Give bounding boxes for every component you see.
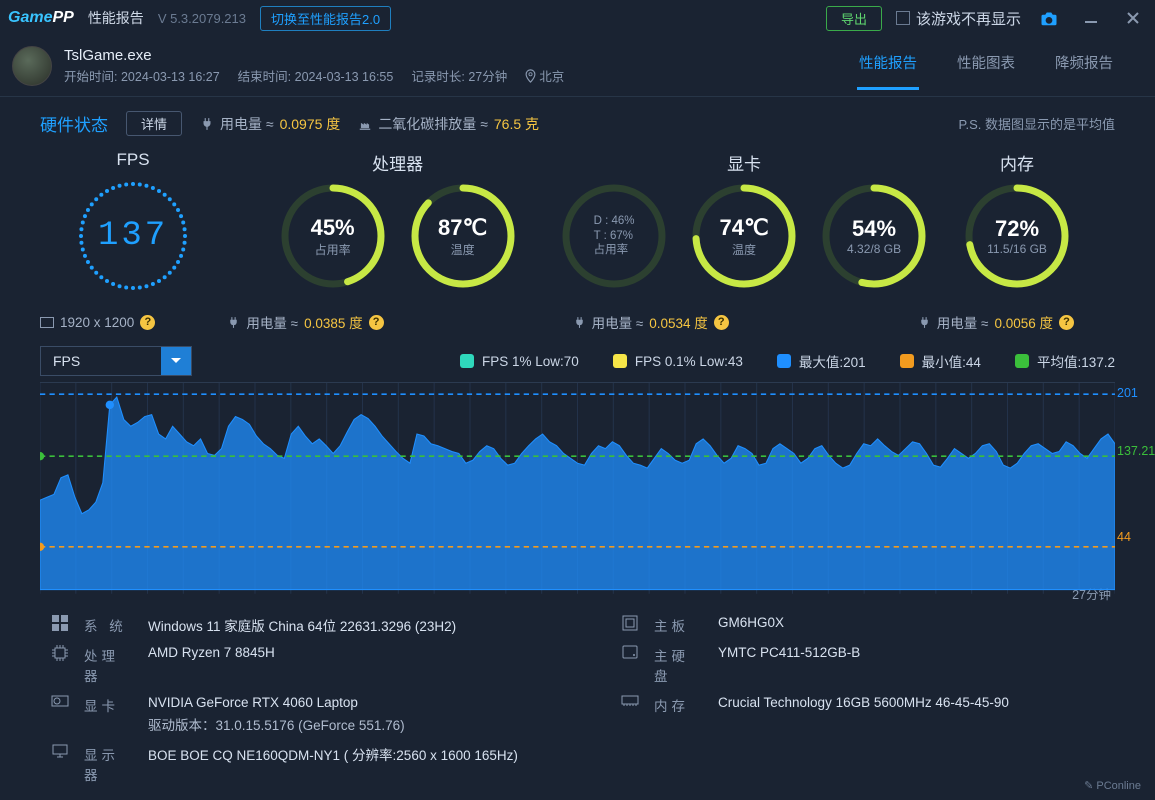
close-button[interactable] [1119, 4, 1147, 32]
help-icon[interactable]: ? [140, 315, 155, 330]
screenshot-button[interactable] [1035, 4, 1063, 32]
chart-legend: FPS 1% Low:70 FPS 0.1% Low:43 最大值:201 最小… [460, 351, 1115, 371]
gauge-gpu-vram: 54%4.32/8 GB [819, 181, 929, 291]
window-title: 性能报告 [88, 8, 144, 28]
gauge-gpu-temp: 74℃温度 [689, 181, 799, 291]
gf-mem-power: 用电量 ≈0.0056 度 ? [918, 312, 1115, 332]
gf-gpu-power: 用电量 ≈0.0534 度 ? [573, 312, 918, 332]
plug-icon [227, 316, 240, 329]
legend-avg: 平均值:137.2 [1015, 351, 1115, 371]
cpu-icon [50, 645, 70, 661]
legend-max: 最大值:201 [777, 351, 866, 371]
gauge-cpu-usage: 45%占用率 [278, 181, 388, 291]
fps-value: 137 [73, 176, 193, 296]
session-location: 北京 [525, 66, 564, 85]
display-icon [40, 317, 54, 328]
fps-dial: 137 [73, 176, 193, 296]
app-version: V 5.3.2079.213 [158, 11, 246, 26]
motherboard-icon [620, 615, 640, 631]
logo-text-1: Game [8, 9, 52, 26]
gauge-cpu-temp: 87℃温度 [408, 181, 518, 291]
session-exe-name: TslGame.exe [64, 47, 845, 64]
gauge-group-mem: 内存 72%11.5/16 GB [919, 150, 1115, 296]
windows-icon [50, 615, 70, 631]
titlebar: GamePP 性能报告 V 5.3.2079.213 切换至性能报告2.0 导出… [0, 0, 1155, 36]
session-start: 开始时间: 2024-03-13 16:27 [64, 66, 220, 85]
spec-mem: 内存 Crucial Technology 16GB 5600MHz 46-45… [620, 695, 1105, 734]
help-icon[interactable]: ? [369, 315, 384, 330]
gpu-dt-text: D : 46% T : 67% 占用率 [594, 214, 635, 259]
total-power: 用电量 ≈ 0.0975 度 [200, 114, 340, 134]
logo-text-2: PP [52, 9, 73, 26]
help-icon[interactable]: ? [714, 315, 729, 330]
ps-note: P.S. 数据图显示的是平均值 [958, 114, 1115, 133]
tab-downclock-report[interactable]: 降频报告 [1053, 42, 1115, 90]
spec-os: 系 统 Windows 11 家庭版 China 64位 22631.3296 … [50, 615, 610, 635]
legend-low01: FPS 0.1% Low:43 [613, 351, 743, 371]
gauge-row: FPS 137 处理器 45%占用率 87℃温度 显卡 D : 46% T : … [0, 140, 1155, 302]
game-icon [12, 46, 52, 86]
chart-svg [40, 383, 1115, 594]
gauge-group-cpu: 处理器 45%占用率 87℃温度 [226, 150, 569, 296]
gauge-footer: 1920 x 1200 ? 用电量 ≈0.0385 度 ? 用电量 ≈0.053… [0, 302, 1155, 346]
app-logo: GamePP [8, 9, 74, 27]
checkbox-label: 该游戏不再显示 [916, 8, 1021, 29]
gauge-gpu-dt: D : 46% T : 67% 占用率 [559, 181, 669, 291]
watermark: ✎ PConline [1084, 779, 1141, 792]
gauge-title-fps: FPS [117, 150, 150, 170]
report-tabs: 性能报告 性能图表 降频报告 [857, 42, 1115, 90]
chart-box: 201 137.21 44 [40, 382, 1115, 582]
legend-min: 最小值:44 [900, 351, 981, 371]
checkbox-icon [896, 11, 910, 25]
detail-button[interactable]: 详情 [126, 111, 182, 136]
chart-controls: FPS FPS 1% Low:70 FPS 0.1% Low:43 最大值:20… [40, 346, 1115, 376]
spec-display: 显示器 BOE BOE CQ NE160QDM-NY1 ( 分辨率:2560 x… [50, 744, 1105, 784]
gpu-icon [50, 695, 70, 709]
help-icon[interactable]: ? [1059, 315, 1074, 330]
gauge-group-fps: FPS 137 [40, 150, 226, 296]
spec-disk: 主硬盘 YMTC PC411-512GB-B [620, 645, 1105, 685]
tab-performance-chart[interactable]: 性能图表 [955, 42, 1017, 90]
metric-select-label: FPS [41, 347, 161, 375]
switch-report-button[interactable]: 切换至性能报告2.0 [260, 6, 391, 31]
session-duration: 记录时长: 27分钟 [411, 66, 507, 85]
plug-icon [200, 117, 214, 131]
tab-performance-report[interactable]: 性能报告 [857, 42, 919, 90]
gf-cpu-power: 用电量 ≈0.0385 度 ? [227, 312, 572, 332]
gf-resolution: 1920 x 1200 ? [40, 312, 227, 332]
gauge-group-gpu: 显卡 D : 46% T : 67% 占用率 74℃温度 54%4.32/8 G… [569, 150, 919, 296]
chart-area: FPS FPS 1% Low:70 FPS 0.1% Low:43 最大值:20… [0, 346, 1155, 603]
chevron-down-icon [161, 347, 191, 375]
ram-icon [620, 695, 640, 707]
minimize-button[interactable] [1077, 4, 1105, 32]
total-co2: 二氧化碳排放量 ≈ 76.5 克 [358, 114, 539, 134]
gauge-title-cpu: 处理器 [372, 150, 423, 175]
session-end: 结束时间: 2024-03-13 16:55 [238, 66, 394, 85]
session-info: TslGame.exe 开始时间: 2024-03-13 16:27 结束时间:… [64, 47, 845, 85]
export-button[interactable]: 导出 [826, 6, 882, 31]
factory-icon [358, 117, 372, 131]
hardware-status-header: 硬件状态 详情 用电量 ≈ 0.0975 度 二氧化碳排放量 ≈ 76.5 克 … [0, 97, 1155, 140]
chart-right-labels: 201 137.21 44 [1117, 383, 1155, 582]
spec-gpu: 显卡 NVIDIA GeForce RTX 4060 Laptop驱动版本：31… [50, 695, 610, 734]
gauge-mem-usage: 72%11.5/16 GB [962, 181, 1072, 291]
gauge-title-mem: 内存 [1000, 150, 1034, 175]
gauge-title-gpu: 显卡 [727, 150, 761, 175]
hardware-status-title: 硬件状态 [40, 111, 108, 136]
plug-icon [573, 316, 586, 329]
disk-icon [620, 645, 640, 659]
monitor-icon [50, 744, 70, 758]
metric-select[interactable]: FPS [40, 346, 192, 376]
plug-icon [918, 316, 931, 329]
legend-low1: FPS 1% Low:70 [460, 351, 579, 371]
spec-mb: 主板 GM6HG0X [620, 615, 1105, 635]
spec-cpu: 处理器 AMD Ryzen 7 8845H [50, 645, 610, 685]
hide-game-checkbox[interactable]: 该游戏不再显示 [896, 8, 1021, 29]
session-bar: TslGame.exe 开始时间: 2024-03-13 16:27 结束时间:… [0, 36, 1155, 97]
spec-table: 系 统 Windows 11 家庭版 China 64位 22631.3296 … [0, 603, 1155, 796]
location-icon [525, 69, 536, 83]
